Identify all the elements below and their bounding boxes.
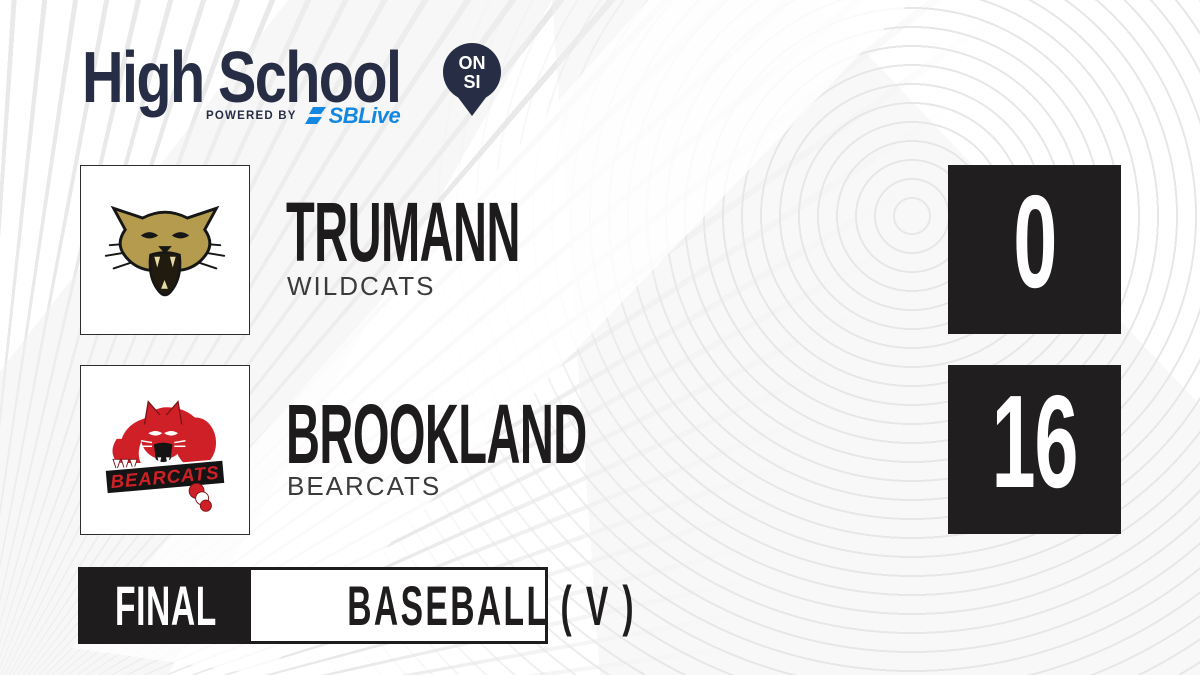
score-box: 0: [948, 165, 1121, 334]
sblive-wordmark: SBLive: [328, 103, 401, 128]
pin-text-si: SI: [463, 72, 480, 92]
team-mascot: WILDCATS: [287, 271, 436, 301]
location-pin-icon: ON SI: [443, 43, 501, 116]
team-name: TRUMANN: [286, 185, 520, 279]
sblive-bolt-icon: [304, 107, 326, 124]
event-label: BASEBALL ( V ): [347, 573, 636, 637]
wildcat-logo-icon: [104, 205, 226, 297]
team-name: BROOKLAND: [286, 387, 587, 481]
game-state-label: FINAL: [114, 573, 217, 637]
event-segment: BASEBALL ( V ): [251, 570, 732, 641]
score-value: 0: [1013, 167, 1057, 315]
team-logo-box: [80, 165, 250, 335]
powered-by-row: POWERED BY SBLive: [206, 103, 401, 129]
score-value: 16: [991, 367, 1079, 515]
bearcat-logo-icon: BEARCATS: [103, 400, 227, 512]
powered-by-label: POWERED BY: [206, 110, 297, 122]
status-badge: FINAL BASEBALL ( V ): [78, 567, 633, 644]
team-mascot: BEARCATS: [287, 471, 442, 501]
team-logo-box: BEARCATS: [80, 365, 250, 535]
score-box: 16: [948, 365, 1121, 534]
sblive-logo: SBLive: [304, 103, 401, 129]
pin-text-on: ON: [459, 53, 486, 73]
game-state-segment: FINAL: [81, 570, 251, 641]
brand-title: High School: [82, 38, 402, 118]
